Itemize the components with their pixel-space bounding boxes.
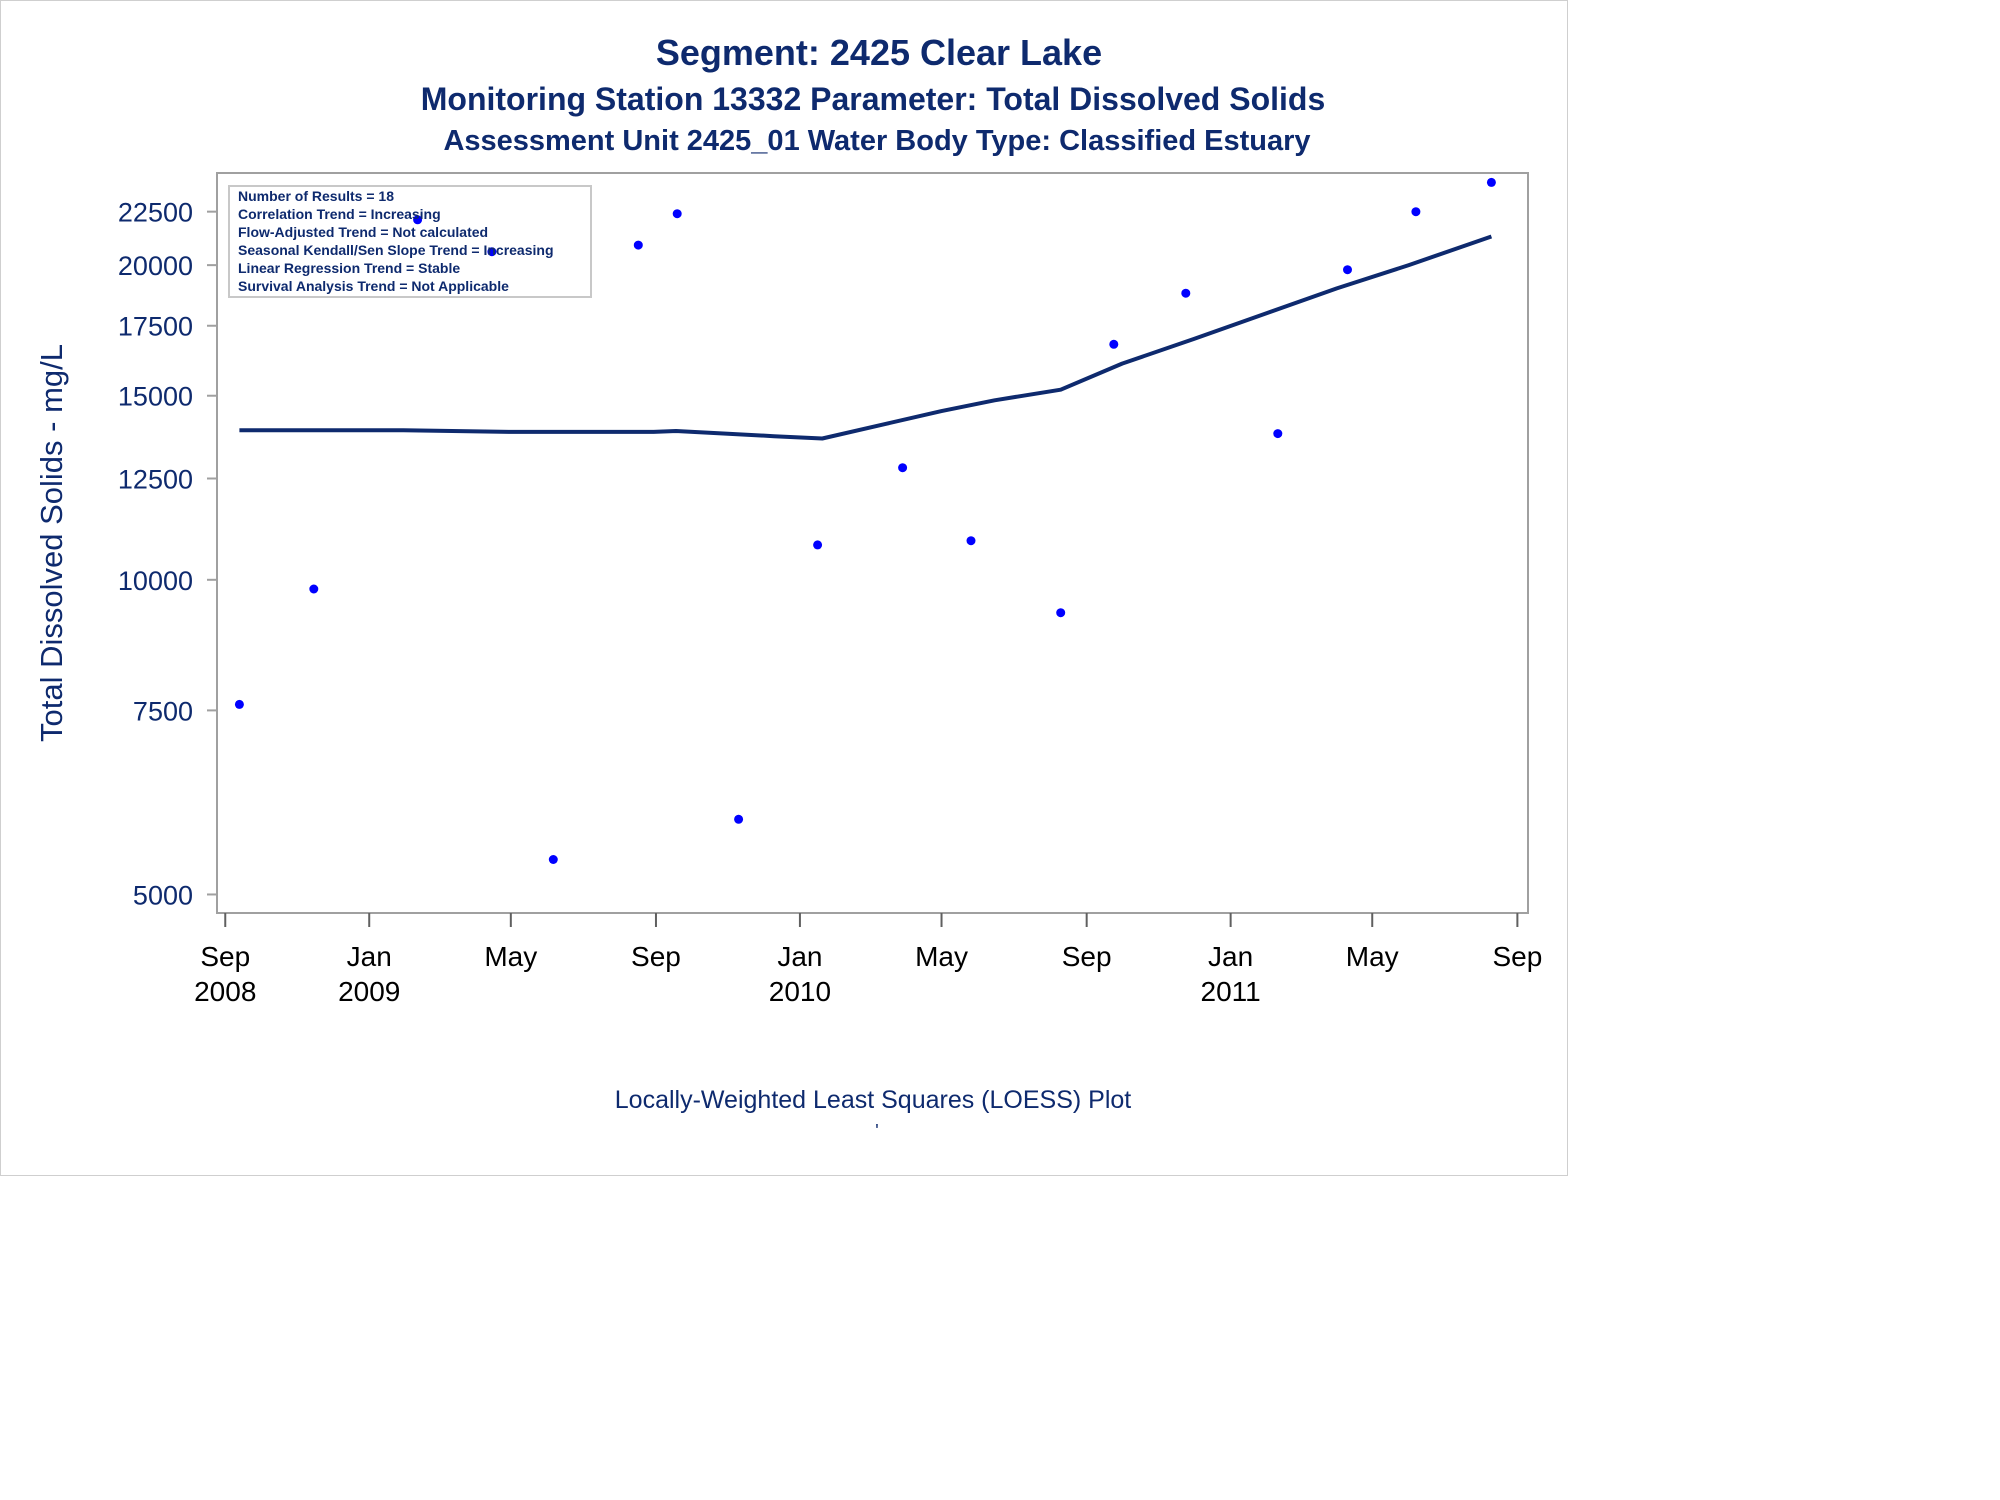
y-tick-label: 7500 — [133, 696, 193, 726]
plot-frame — [216, 172, 1529, 914]
chart-subtitle-2: Assessment Unit 2425_01 Water Body Type:… — [443, 125, 1310, 157]
chart-subtitle: Monitoring Station 13332 Parameter: Tota… — [421, 81, 1326, 117]
x-tick-label: May — [1346, 941, 1399, 972]
data-point — [413, 215, 423, 225]
y-tick-label: 12500 — [118, 464, 193, 494]
data-point — [1181, 288, 1191, 298]
y-axis-label: Total Dissolved Solids - mg/L — [34, 344, 69, 742]
chart-canvas: Segment: 2425 Clear Lake Monitoring Stat… — [34, 32, 1542, 1141]
data-point — [734, 814, 744, 824]
data-point — [672, 209, 682, 219]
stats-line: Linear Regression Trend = Stable — [238, 260, 460, 276]
x-tick-label: Jan — [1208, 941, 1253, 972]
x-tick-label: Sep — [1492, 941, 1542, 972]
data-point — [234, 699, 244, 709]
y-tick-label: 5000 — [133, 880, 193, 910]
footnote: Locally-Weighted Least Squares (LOESS) P… — [615, 1086, 1132, 1114]
x-tick-label: May — [915, 941, 968, 972]
stats-line: Flow-Adjusted Trend = Not calculated — [238, 224, 488, 240]
y-tick-label: 20000 — [118, 251, 193, 281]
y-tick-label: 15000 — [118, 382, 193, 412]
data-point — [966, 536, 976, 546]
y-tick-label: 22500 — [118, 198, 193, 228]
x-tick-label: May — [484, 941, 537, 972]
x-tick-year-label: 2009 — [338, 976, 400, 1007]
data-point — [898, 463, 908, 473]
x-tick-year-label: 2011 — [1201, 976, 1261, 1007]
y-axis: 5000 7500 10000 12500 15000 17500 20000 22500 — [118, 198, 217, 910]
x-tick-year-label: 2010 — [769, 976, 831, 1007]
stats-box: Number of Results = 18 Correlation Trend… — [228, 185, 592, 298]
loess-line-layer — [239, 234, 1493, 441]
data-point — [1486, 177, 1496, 187]
data-point — [1273, 429, 1283, 439]
data-point — [633, 240, 643, 250]
x-tick-label: Sep — [631, 941, 681, 972]
x-tick-year-label: 2008 — [194, 976, 256, 1007]
data-points-layer — [234, 177, 1496, 864]
stats-line: Number of Results = 18 — [238, 188, 394, 204]
y-tick-label: 10000 — [118, 566, 193, 596]
chart-page: Segment: 2425 Clear Lake Monitoring Stat… — [0, 0, 1568, 1176]
stats-line: Correlation Trend = Increasing — [238, 206, 441, 222]
y-tick-label: 17500 — [118, 312, 193, 342]
data-point — [1109, 339, 1119, 349]
data-point — [1343, 265, 1352, 275]
stats-box-frame — [228, 185, 592, 298]
data-point — [309, 584, 319, 594]
x-tick-label: Jan — [347, 941, 392, 972]
data-point — [1411, 207, 1421, 217]
data-point — [1056, 608, 1066, 618]
x-tick-label: Sep — [1062, 941, 1112, 972]
footnote-mark: ' — [875, 1121, 878, 1141]
stats-line: Survival Analysis Trend = Not Applicable — [238, 278, 509, 294]
data-point — [487, 247, 497, 257]
stats-line: Seasonal Kendall/Sen Slope Trend = Incre… — [238, 242, 554, 258]
x-tick-label: Sep — [200, 941, 250, 972]
data-point — [813, 540, 823, 550]
x-tick-label: Jan — [777, 941, 822, 972]
chart-title: Segment: 2425 Clear Lake — [656, 32, 1102, 73]
x-axis: Sep 2008 Jan 2009 May Sep Jan 2010 May Sep Jan 2011… — [194, 913, 1542, 1007]
loess-line — [239, 234, 1493, 441]
data-point — [548, 855, 558, 864]
